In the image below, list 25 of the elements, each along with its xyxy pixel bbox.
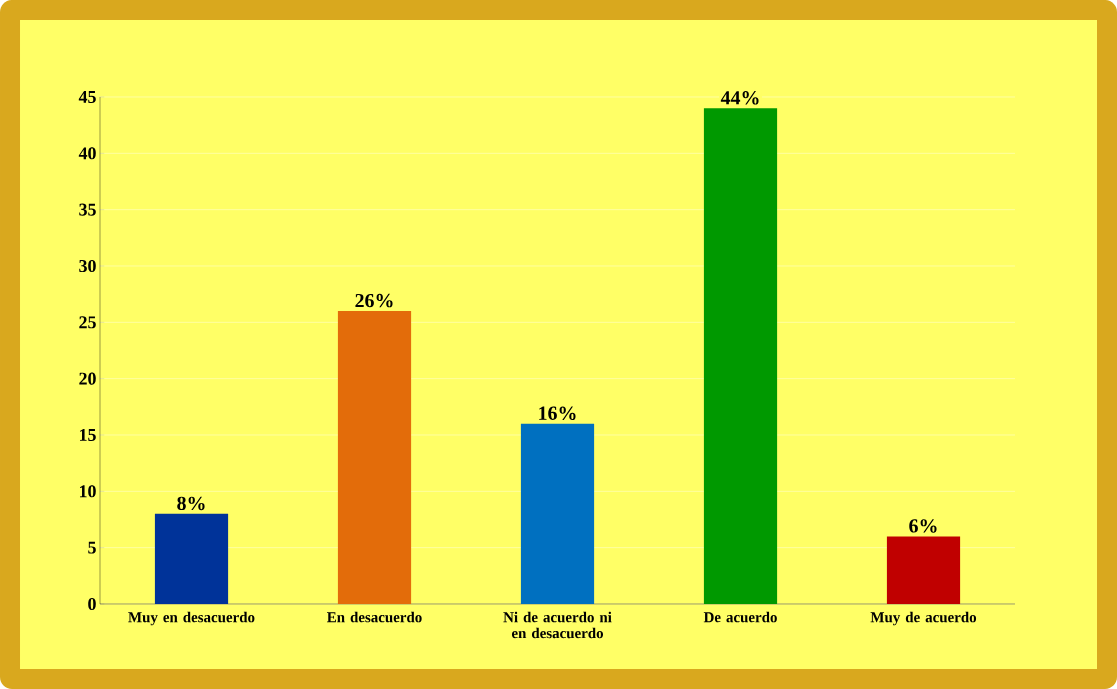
x-tick-label: Muy de acuerdo xyxy=(870,611,977,626)
bar xyxy=(520,423,595,604)
data-label: 6% xyxy=(909,519,937,533)
y-tick-label: 10 xyxy=(79,485,96,498)
y-tick-label: 5 xyxy=(88,541,96,554)
y-tick-label: 30 xyxy=(79,259,96,273)
bar xyxy=(154,513,229,604)
x-tick-label: Muy en desacuerdo xyxy=(128,611,255,626)
bar xyxy=(703,108,778,604)
data-label: 8% xyxy=(177,496,205,511)
y-tick-label: 25 xyxy=(79,316,96,329)
y-tick-label: 15 xyxy=(79,428,96,441)
y-tick-label: 40 xyxy=(78,147,96,160)
bar xyxy=(886,536,961,604)
bar xyxy=(337,311,412,604)
x-tick-label: Ni de acuerdo ni en desacuerdo xyxy=(503,611,612,639)
y-tick-label: 45 xyxy=(78,90,96,103)
y-tick-label: 0 xyxy=(88,597,96,611)
x-tick-label: De acuerdo xyxy=(703,611,777,623)
data-label: 16% xyxy=(539,406,576,421)
y-tick-label: 20 xyxy=(79,372,96,385)
data-label: 44% xyxy=(720,91,759,105)
y-tick-label: 35 xyxy=(79,203,96,216)
data-label: 26% xyxy=(355,293,393,308)
x-tick-label: En desacuerdo xyxy=(327,611,422,623)
